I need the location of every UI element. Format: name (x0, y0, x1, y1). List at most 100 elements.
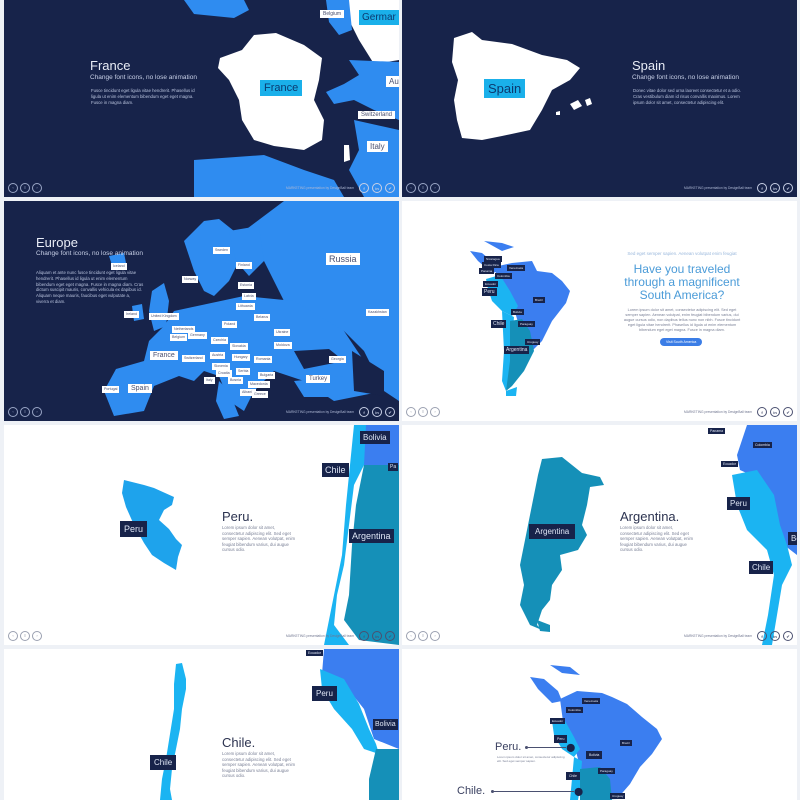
linkedin-icon[interactable]: in (372, 631, 382, 641)
slide-title: Europe (36, 235, 78, 250)
pin-connector (528, 746, 567, 748)
facebook-icon[interactable]: f (359, 631, 369, 641)
menu-button[interactable]: ≡ (418, 631, 428, 641)
facebook-icon[interactable]: f (359, 407, 369, 417)
label-bosnia: Bosnia (228, 377, 243, 384)
label-italy: Italy (204, 377, 215, 384)
pin-row-chile: Chile. ⬤ (457, 785, 583, 797)
label-chile: Chile (491, 320, 507, 328)
label-nicaragua: Nicaragua (484, 256, 502, 262)
slide-europe[interactable]: Europe Change font icons, no lose animat… (4, 201, 399, 421)
label-colombia: Colombia (753, 442, 772, 448)
prev-button[interactable]: ‹ (8, 183, 18, 193)
slide-body: Aliquam et ante nunc fusce tincidunt ege… (36, 270, 144, 304)
slide-kicker: Sed eget semper sapien. Aenean volutpat … (627, 251, 737, 256)
linkedin-icon[interactable]: in (770, 407, 780, 417)
facebook-icon[interactable]: f (359, 183, 369, 193)
label-ecuador: Ecuador (483, 281, 499, 287)
slide-title: Argentina. (620, 509, 680, 524)
pin-row-peru: Peru. ⬤ (495, 741, 575, 753)
label-italy: Italy (367, 141, 388, 152)
next-button[interactable]: › (32, 631, 42, 641)
slide-nav: ‹ ≡ › (8, 631, 42, 641)
credit-text: MARKETING presentation by DesignBall tea… (286, 410, 354, 414)
slide-france[interactable]: France Change font icons, no lose animat… (4, 0, 399, 197)
label-croatia: Croatia (216, 370, 232, 377)
next-button[interactable]: › (430, 407, 440, 417)
visit-south-america-button[interactable]: Visit South America (660, 338, 703, 346)
label-belarus: Belarus (254, 314, 271, 321)
label-kazakhstan: Kazakhstan (366, 309, 389, 316)
twitter-icon[interactable]: ✔ (385, 631, 395, 641)
next-button[interactable]: › (32, 183, 42, 193)
credit-text: MARKETING presentation by DesignBall tea… (286, 186, 354, 190)
slide-chile[interactable]: Chile Ecuador Peru Bolivia Chile. Lorem … (4, 649, 399, 800)
label-spain: Spain (484, 79, 526, 98)
label-costa-rica: Costa Rica (482, 262, 501, 268)
slide-subtitle: Change font icons, no lose animation (36, 250, 143, 257)
twitter-icon[interactable]: ✔ (783, 631, 793, 641)
label-ecuador: Ecuador (721, 461, 739, 467)
twitter-icon[interactable]: ✔ (385, 407, 395, 417)
menu-button[interactable]: ≡ (418, 183, 428, 193)
slide-pins[interactable]: Peru Chile Bolivia Brazil Paraguay Urugu… (402, 649, 797, 800)
label-moldova: Moldova (274, 342, 292, 349)
argentina-map (520, 425, 797, 645)
prev-button[interactable]: ‹ (406, 183, 416, 193)
label-austria: Au (386, 76, 399, 87)
label-paraguay: Paraguay (518, 321, 535, 327)
label-macedonia: Macedonia (248, 381, 270, 388)
next-button[interactable]: › (430, 631, 440, 641)
label-bolivia: Bolivia (586, 751, 603, 759)
next-button[interactable]: › (430, 183, 440, 193)
twitter-icon[interactable]: ✔ (783, 183, 793, 193)
label-romania: Romania (254, 356, 273, 363)
label-portugal: Portugal (102, 386, 120, 393)
slide-nav: ‹ ≡ › (406, 183, 440, 193)
linkedin-icon[interactable]: in (770, 183, 780, 193)
label-albania: Albania (240, 389, 256, 396)
menu-button[interactable]: ≡ (418, 407, 428, 417)
prev-button[interactable]: ‹ (406, 631, 416, 641)
slide-footer: MARKETING presentation by DesignBall tea… (286, 631, 395, 641)
linkedin-icon[interactable]: in (372, 183, 382, 193)
map-pin-icon[interactable]: ⬤ (574, 786, 584, 796)
slide-footer: MARKETING presentation by DesignBall tea… (684, 407, 793, 417)
facebook-icon[interactable]: f (757, 631, 767, 641)
prev-button[interactable]: ‹ (406, 407, 416, 417)
label-panama: Panama (479, 268, 495, 274)
linkedin-icon[interactable]: in (770, 631, 780, 641)
label-venezuela: Venezuela (507, 265, 526, 271)
label-slovakia: Slovakia (230, 343, 248, 350)
slide-title: Chile. (222, 735, 256, 750)
map-pin-icon[interactable]: ⬤ (566, 742, 576, 752)
label-russia: Russia (326, 253, 360, 265)
label-austria: Austria (210, 352, 226, 359)
label-lithuania: Lithuania (236, 303, 255, 310)
label-bolivia: Bolivia (360, 431, 390, 444)
label-poland: Poland (222, 321, 238, 328)
menu-button[interactable]: ≡ (20, 183, 30, 193)
menu-button[interactable]: ≡ (20, 407, 30, 417)
facebook-icon[interactable]: f (757, 183, 767, 193)
slide-argentina[interactable]: Argentina Panama Colombia Ecuador Peru B… (402, 425, 797, 645)
menu-button[interactable]: ≡ (20, 631, 30, 641)
prev-button[interactable]: ‹ (8, 407, 18, 417)
linkedin-icon[interactable]: in (372, 407, 382, 417)
twitter-icon[interactable]: ✔ (783, 407, 793, 417)
label-venezuela: Venezuela (582, 698, 601, 704)
slide-peru[interactable]: Peru Bolivia Chile Pa Argentina Peru. Lo… (4, 425, 399, 645)
slide-body: Lorem ipsum dolor sit amet, consectetur … (222, 751, 296, 779)
label-argentina: Argentina (529, 524, 576, 539)
twitter-icon[interactable]: ✔ (385, 183, 395, 193)
peru-map (122, 425, 399, 645)
prev-button[interactable]: ‹ (8, 631, 18, 641)
slide-spain[interactable]: Spain Spain Change font icons, no lose a… (402, 0, 797, 197)
label-greece: Greece (252, 391, 268, 398)
facebook-icon[interactable]: f (757, 407, 767, 417)
label-paraguay: Pa (388, 463, 399, 471)
slide-south-america[interactable]: Peru Brazil Bolivia Chile Paraguay Urugu… (402, 201, 797, 421)
slide-footer: MARKETING presentation by DesignBall tea… (684, 631, 793, 641)
next-button[interactable]: › (32, 407, 42, 417)
